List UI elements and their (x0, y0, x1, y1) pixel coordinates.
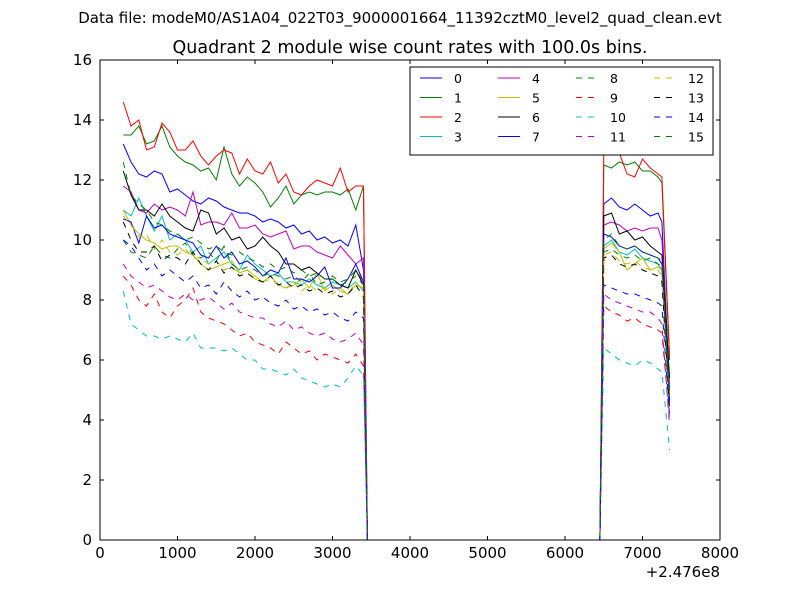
x-tick-label: 0 (95, 544, 105, 562)
series-12-line (122, 215, 671, 541)
plot-series (122, 101, 671, 541)
series-4-line (122, 185, 671, 541)
x-tick-label: 3000 (313, 544, 351, 562)
x-tick-label: 4000 (391, 544, 429, 562)
legend-label-2: 2 (454, 110, 462, 125)
legend-label-15: 15 (688, 130, 704, 145)
suptitle: Data file: modeM0/AS1A04_022T03_90000016… (78, 9, 722, 28)
legend-label-7: 7 (532, 130, 540, 145)
y-tick-label: 8 (82, 291, 92, 309)
legend-label-14: 14 (688, 110, 704, 125)
chart-title: Quadrant 2 module wise count rates with … (173, 38, 648, 58)
y-tick-label: 6 (82, 351, 92, 369)
x-offset-label: +2.476e8 (646, 563, 720, 581)
legend-label-13: 13 (688, 91, 704, 106)
x-tick-label: 2000 (236, 544, 274, 562)
series-9-line (122, 275, 671, 541)
legend-label-3: 3 (454, 130, 462, 145)
legend-box (409, 66, 714, 156)
x-tick-label: 8000 (701, 544, 739, 562)
legend-label-5: 5 (532, 91, 540, 106)
series-5-line (122, 209, 671, 541)
legend-label-10: 10 (610, 110, 626, 125)
y-tick-label: 0 (82, 531, 92, 549)
series-6-line (122, 170, 671, 541)
x-tick-label: 1000 (158, 544, 196, 562)
legend-label-8: 8 (610, 71, 618, 86)
x-tick-label: 5000 (468, 544, 506, 562)
legend-label-4: 4 (532, 71, 540, 86)
y-tick-label: 4 (82, 411, 92, 429)
legend-label-6: 6 (532, 110, 540, 125)
legend-label-0: 0 (454, 71, 462, 86)
series-7-line (123, 214, 671, 541)
series-10-line (122, 290, 671, 541)
y-tick-label: 14 (73, 111, 92, 129)
x-axis: 0 1000 2000 3000 4000 5000 6000 7000 8000 (95, 60, 739, 562)
y-tick-label: 2 (82, 471, 92, 489)
legend-label-9: 9 (610, 91, 618, 106)
x-tick-label: 7000 (623, 544, 661, 562)
legend-label-11: 11 (610, 130, 626, 145)
y-tick-label: 16 (73, 51, 92, 69)
series-0-line (122, 143, 671, 541)
series-13-line (122, 221, 671, 541)
y-tick-label: 12 (73, 171, 92, 189)
series-8-line (122, 239, 671, 541)
x-tick-label: 6000 (546, 544, 584, 562)
legend-label-12: 12 (688, 71, 704, 86)
series-1-line (123, 124, 671, 541)
y-tick-label: 10 (73, 231, 92, 249)
series-11-line (122, 263, 671, 541)
series-15-line (122, 161, 671, 541)
legend-label-1: 1 (454, 91, 462, 106)
